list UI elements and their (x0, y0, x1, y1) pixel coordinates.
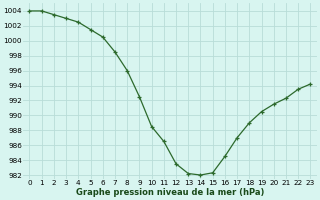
X-axis label: Graphe pression niveau de la mer (hPa): Graphe pression niveau de la mer (hPa) (76, 188, 264, 197)
